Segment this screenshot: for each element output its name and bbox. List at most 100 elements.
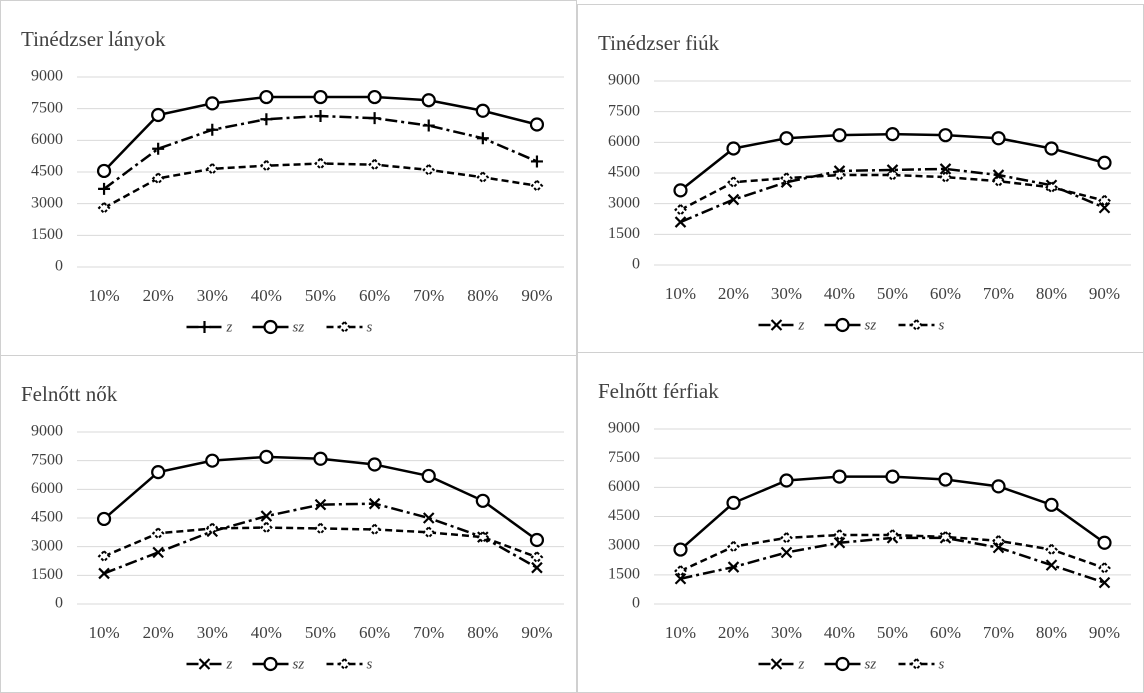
- x-tick-label: 10%: [665, 623, 696, 642]
- x-tick-label: 30%: [197, 286, 228, 305]
- x-tick-label: 50%: [305, 623, 336, 642]
- marker: [205, 162, 219, 176]
- chart: Felnőtt férfiak 0 1500 3000 4500 6000 7500 9000…: [598, 379, 1131, 672]
- marker: [886, 164, 899, 176]
- y-tick-label: 3000: [608, 194, 640, 211]
- marker: [910, 657, 923, 671]
- legend-item: sz: [252, 656, 304, 672]
- marker: [939, 170, 952, 184]
- marker: [259, 159, 273, 173]
- marker: [673, 542, 688, 557]
- marker: [314, 498, 327, 511]
- y-tick-label: 7500: [31, 451, 63, 468]
- marker: [991, 479, 1006, 494]
- series: [674, 532, 1111, 589]
- x-tick-label: 40%: [251, 286, 282, 305]
- marker: [1045, 559, 1058, 571]
- series: [96, 449, 545, 548]
- marker: [98, 182, 111, 195]
- marker: [263, 319, 278, 335]
- legend-item: z: [186, 656, 233, 672]
- series: [673, 127, 1112, 198]
- legend-label: z: [226, 656, 233, 672]
- marker: [727, 540, 740, 554]
- y-tick-label: 3000: [31, 194, 63, 211]
- y-tick-label: 3000: [31, 537, 63, 554]
- legend-item: z: [186, 319, 233, 335]
- x-tick-label: 10%: [88, 286, 119, 305]
- marker: [938, 472, 953, 487]
- marker: [421, 468, 436, 484]
- marker: [835, 317, 850, 333]
- marker: [727, 561, 740, 573]
- legend-item: z: [758, 656, 805, 672]
- marker: [1044, 497, 1059, 512]
- marker: [770, 658, 783, 670]
- chart: Tinédzser lányok 0 1500 3000 4500 6000 7500 900…: [21, 27, 564, 335]
- y-tick-label: 6000: [31, 131, 63, 148]
- marker: [367, 89, 382, 105]
- y-tick-label: 0: [55, 258, 63, 275]
- marker: [780, 171, 793, 185]
- x-tick-label: 70%: [983, 623, 1014, 642]
- x-tick-label: 50%: [877, 623, 908, 642]
- chart: Tinédzser fiúk 0 1500 3000 4500 6000 7500 9000 1…: [598, 31, 1131, 333]
- marker: [206, 123, 219, 136]
- chart-title: Felnőtt férfiak: [598, 379, 719, 403]
- y-tick-label: 4500: [31, 163, 63, 180]
- marker: [770, 319, 783, 331]
- x-tick-label: 80%: [1036, 623, 1067, 642]
- marker: [726, 141, 741, 156]
- chart-title: Felnőtt nők: [21, 382, 118, 406]
- marker: [726, 495, 741, 510]
- x-tick-label: 90%: [1089, 284, 1120, 303]
- marker: [476, 530, 490, 544]
- legend-item: s: [326, 319, 373, 335]
- marker: [939, 530, 952, 544]
- chart-panel: Tinédzser lányok 0 1500 3000 4500 6000 7500 900…: [0, 0, 577, 356]
- marker: [97, 201, 111, 215]
- y-tick-label: 9000: [31, 423, 63, 440]
- y-tick-label: 7500: [31, 99, 63, 116]
- marker: [530, 155, 543, 168]
- series: [96, 89, 545, 179]
- marker: [832, 469, 847, 484]
- chart-title: Tinédzser lányok: [21, 27, 166, 51]
- legend-label: z: [226, 319, 233, 335]
- marker: [368, 112, 381, 125]
- x-tick-label: 50%: [877, 284, 908, 303]
- line: [103, 162, 538, 209]
- legend-item: sz: [252, 319, 304, 335]
- marker: [779, 473, 794, 488]
- legend-label: s: [939, 656, 945, 672]
- chart: Felnőtt nők 0 1500 3000 4500 6000 7500 9000 10% 2…: [21, 382, 564, 672]
- x-tick-label: 90%: [521, 623, 552, 642]
- marker: [475, 103, 490, 118]
- line: [679, 533, 1105, 573]
- marker: [727, 175, 740, 189]
- y-tick-label: 4500: [608, 507, 640, 524]
- x-tick-label: 60%: [930, 623, 961, 642]
- x-tick-label: 60%: [930, 284, 961, 303]
- legend-label: z: [798, 317, 805, 333]
- x-tick-label: 50%: [305, 286, 336, 305]
- marker: [992, 169, 1005, 181]
- marker: [338, 657, 351, 671]
- x-tick-label: 20%: [718, 284, 749, 303]
- marker: [260, 510, 273, 522]
- marker: [367, 457, 382, 472]
- marker: [1045, 543, 1058, 556]
- marker: [263, 656, 278, 672]
- legend-item: z: [758, 317, 805, 333]
- marker: [422, 163, 436, 177]
- marker: [368, 158, 382, 172]
- marker: [152, 142, 165, 155]
- x-tick-label: 20%: [143, 286, 174, 305]
- marker: [885, 469, 900, 484]
- y-tick-label: 0: [632, 595, 640, 612]
- legend-label: s: [367, 656, 373, 672]
- marker: [151, 107, 166, 123]
- x-tick-label: 70%: [413, 623, 444, 642]
- chart-panel: Tinédzser fiúk 0 1500 3000 4500 6000 7500 9000 1…: [577, 4, 1144, 354]
- marker: [674, 216, 687, 228]
